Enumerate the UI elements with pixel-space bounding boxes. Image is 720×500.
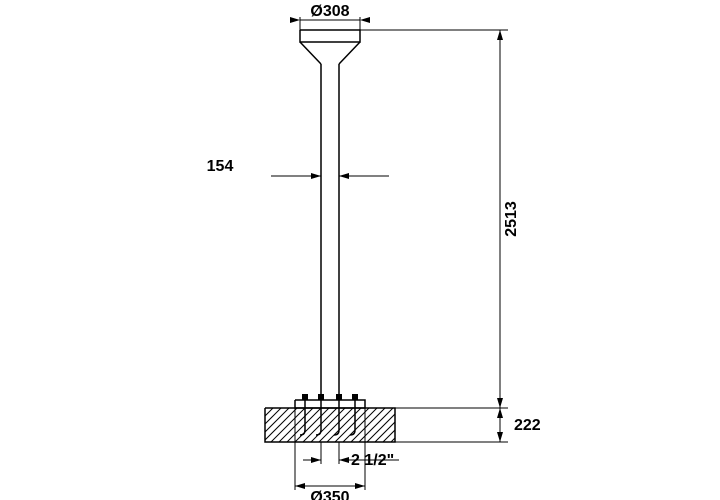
svg-text:Ø350: Ø350 <box>310 489 349 500</box>
svg-text:2 1/2": 2 1/2" <box>351 452 394 469</box>
svg-text:Ø308: Ø308 <box>310 3 349 20</box>
svg-text:154: 154 <box>207 158 234 175</box>
svg-text:222: 222 <box>514 417 541 434</box>
svg-text:2513: 2513 <box>503 201 520 237</box>
